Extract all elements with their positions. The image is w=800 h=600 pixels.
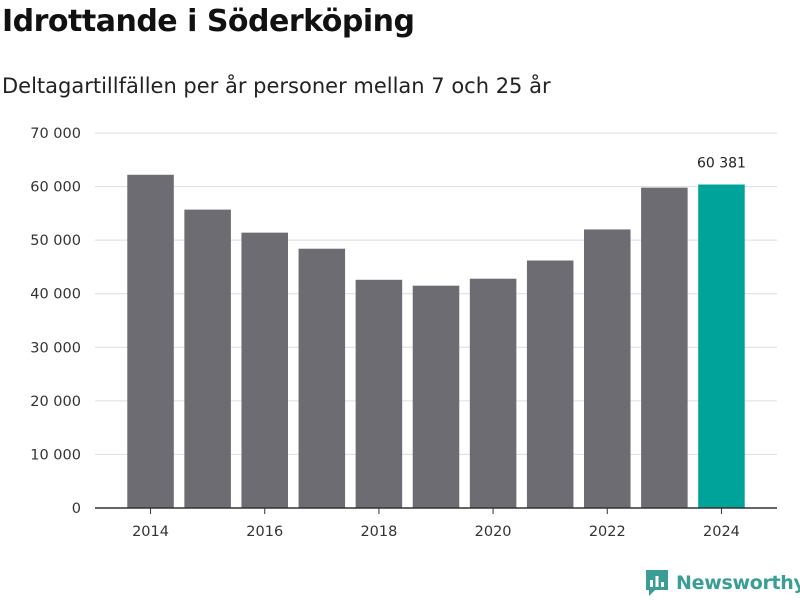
bar-2020 xyxy=(469,278,517,508)
bar-2017 xyxy=(298,248,346,508)
y-tick-label: 50 000 xyxy=(30,233,81,249)
y-tick-label: 60 000 xyxy=(30,180,81,196)
chart-subtitle: Deltagartillfällen per år personer mella… xyxy=(2,74,551,98)
bar-2018 xyxy=(355,279,403,508)
y-tick-label: 0 xyxy=(72,501,81,517)
axes xyxy=(95,507,777,514)
bar-2015 xyxy=(184,209,231,508)
bar-2016 xyxy=(241,232,288,508)
y-tick-label: 40 000 xyxy=(30,287,81,303)
bar-2014 xyxy=(127,174,174,509)
bar-2022 xyxy=(584,229,631,508)
x-tick-label: 2018 xyxy=(360,524,397,540)
y-tick-label: 30 000 xyxy=(30,340,81,356)
labels: 0 10 000 20 000 30 000 40 000 50 000 60 000 70 … xyxy=(30,126,746,540)
bars xyxy=(127,174,745,509)
x-tick-label: 2020 xyxy=(475,524,512,540)
x-tick-label: 2014 xyxy=(132,524,169,540)
bar-2021 xyxy=(526,260,574,508)
bar-2023 xyxy=(641,187,688,508)
x-tick-label: 2016 xyxy=(246,524,283,540)
bar-2024 xyxy=(698,184,745,509)
chart-title: Idrottande i Söderköping xyxy=(2,4,415,39)
brand-name: Newsworthy xyxy=(676,572,800,594)
brand-logo: Newsworthy xyxy=(644,569,800,597)
y-tick-label: 70 000 xyxy=(30,126,81,142)
y-tick-label: 20 000 xyxy=(30,394,81,410)
x-tick-label: 2024 xyxy=(703,524,740,540)
newsworthy-logo-icon xyxy=(646,570,668,596)
bar-2019 xyxy=(412,285,460,508)
y-tick-label: 10 000 xyxy=(30,447,81,463)
data-label: 60 381 xyxy=(697,156,746,172)
x-tick-label: 2022 xyxy=(589,524,626,540)
